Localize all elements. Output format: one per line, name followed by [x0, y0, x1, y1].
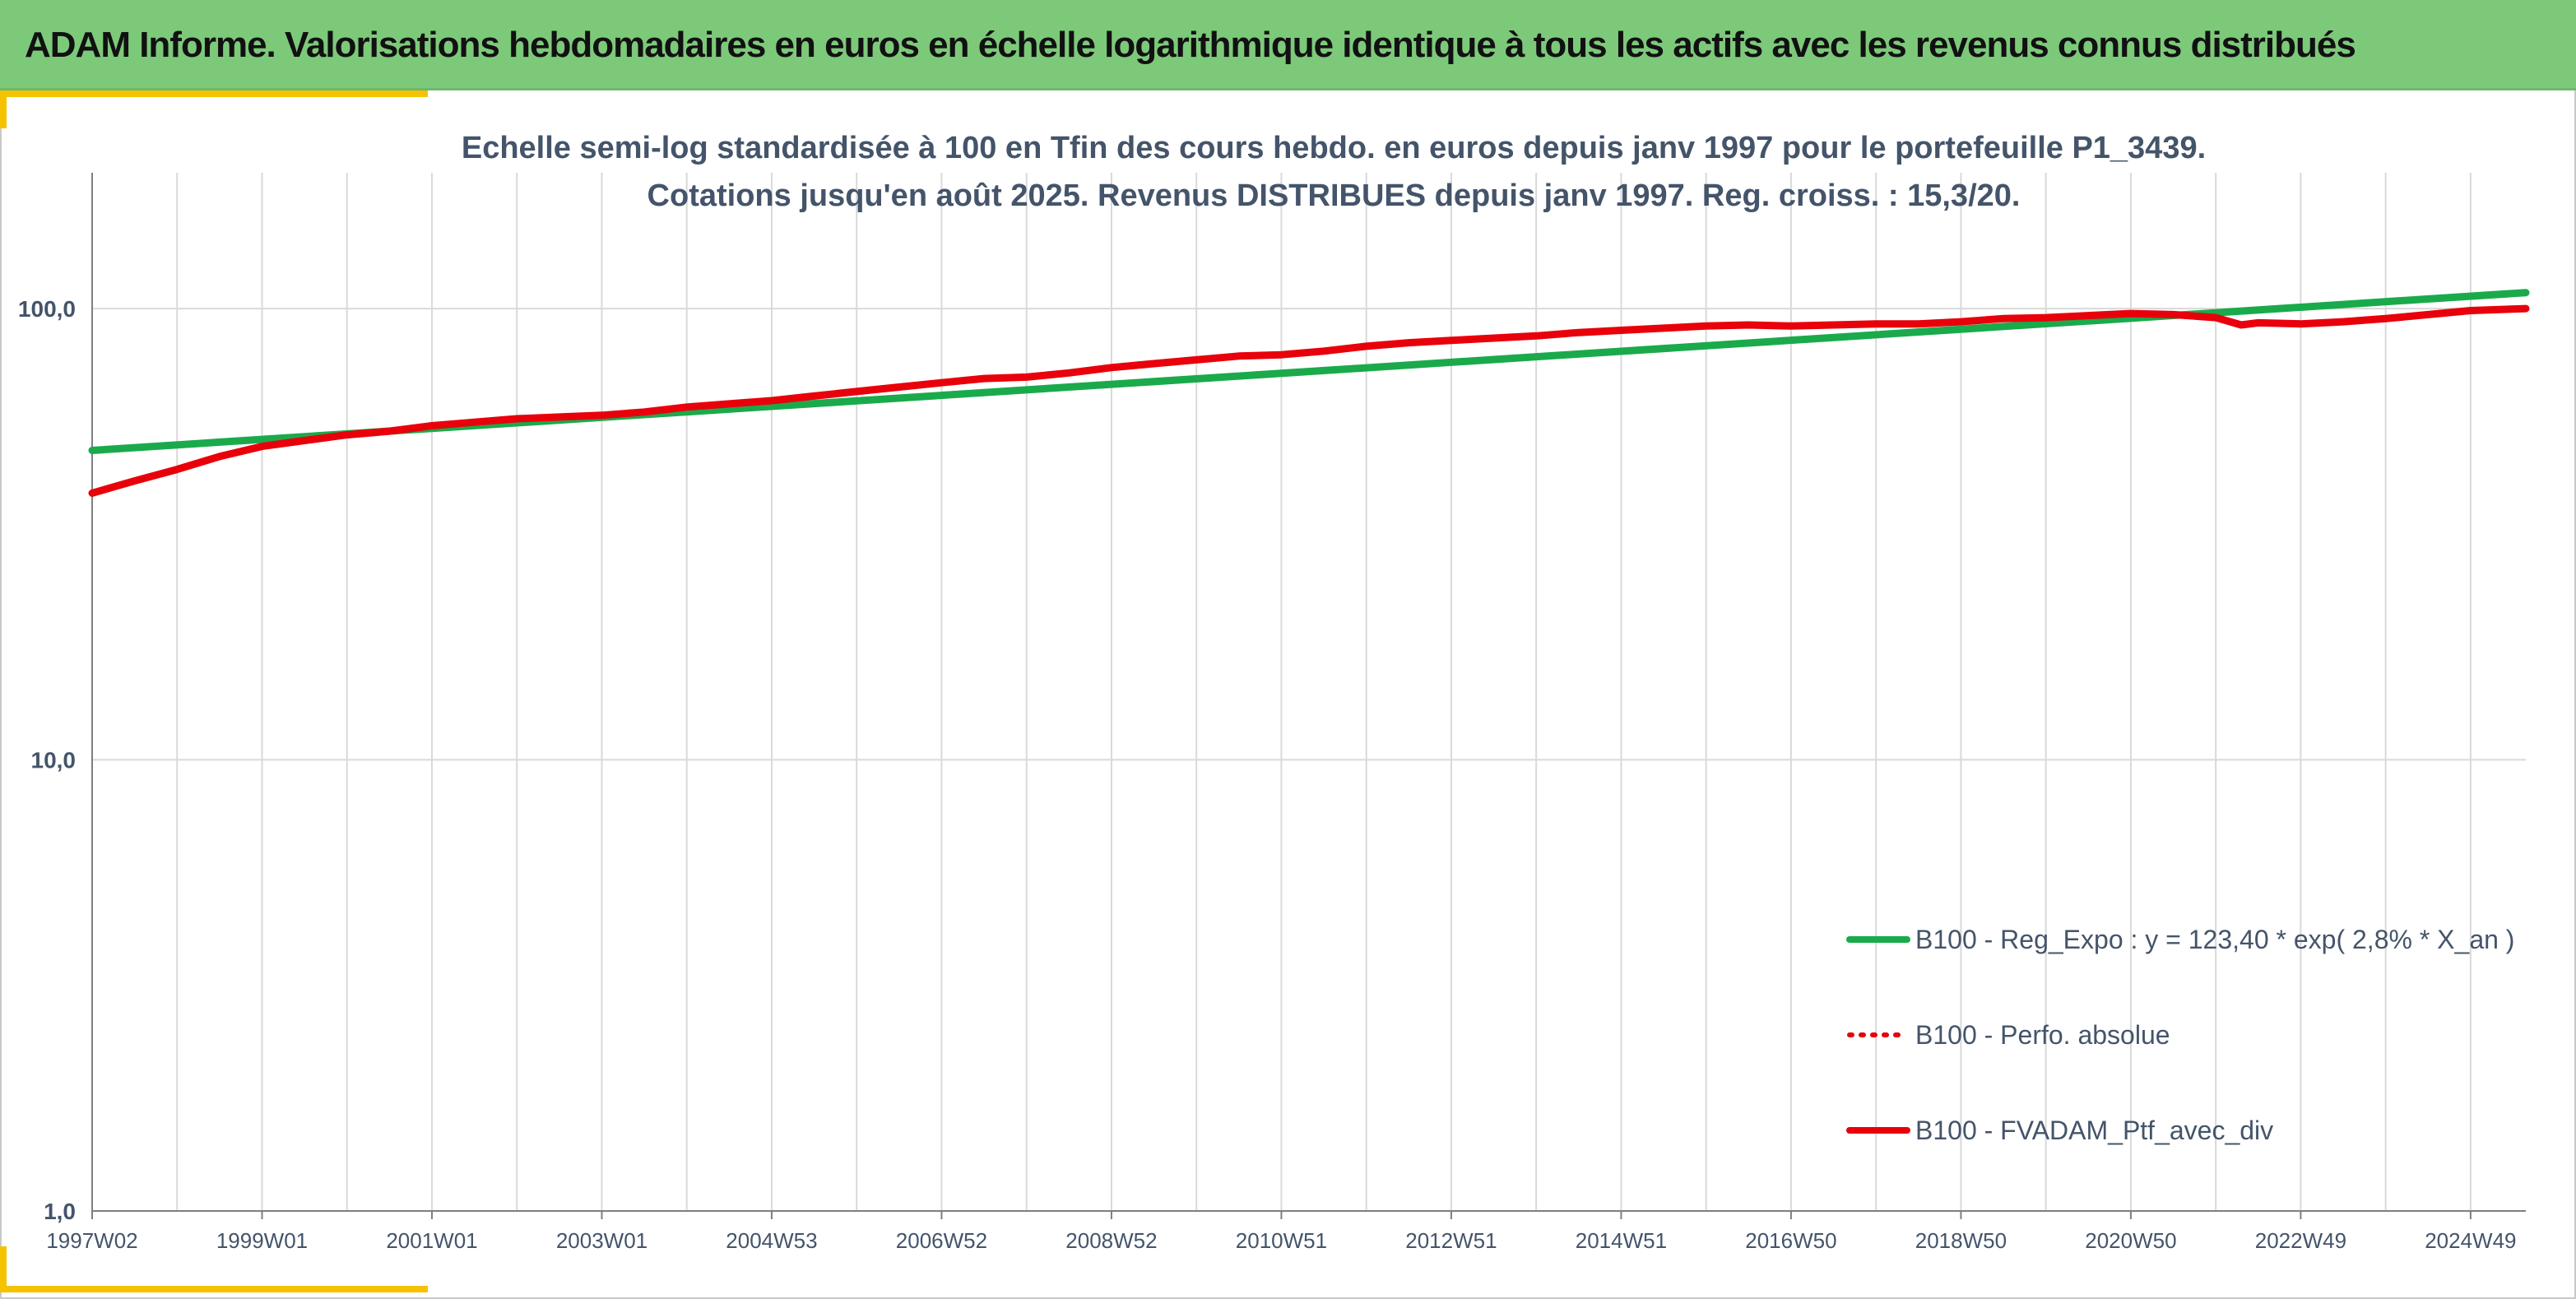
x-tick-label: 2020W50	[2085, 1228, 2176, 1253]
x-tick-label: 2022W49	[2255, 1228, 2346, 1253]
x-tick-label: 2018W50	[1915, 1228, 2007, 1253]
x-tick-label: 1997W02	[46, 1228, 137, 1253]
legend-label-0: B100 - Reg_Expo : y = 123,40 * exp( 2,8%…	[1915, 925, 2514, 954]
series-layer	[88, 289, 2530, 497]
corner-accent-top-left	[0, 90, 428, 97]
chart-title-line-2: Cotations jusqu'en août 2025. Revenus DI…	[647, 179, 2021, 213]
corner-accent-bottom-left	[0, 1286, 428, 1292]
x-tick-label: 2014W51	[1576, 1228, 1667, 1253]
x-tick-label: 2008W52	[1065, 1228, 1157, 1253]
legend-label-1: B100 - Perfo. absolue	[1915, 1020, 2170, 1050]
x-tick-label: 2010W51	[1236, 1228, 1327, 1253]
y-tick-label: 1,0	[44, 1199, 76, 1224]
x-tick-label: 1999W01	[216, 1228, 308, 1253]
legend-layer: B100 - Reg_Expo : y = 123,40 * exp( 2,8%…	[1846, 925, 2514, 1145]
series-line-2	[88, 304, 2530, 497]
x-tick-label: 2006W52	[896, 1228, 987, 1253]
x-tick-label: 2003W01	[556, 1228, 647, 1253]
corner-accent-bottom-left-vertical	[0, 1246, 7, 1292]
x-tick-label: 2004W53	[726, 1228, 817, 1253]
grid-layer	[91, 173, 2526, 1212]
axis-layer: 1,0 10,0 100,0 1997W02 1999W01 2001W01 2003W01…	[18, 173, 2526, 1253]
page-header: ADAM Informe. Valorisations hebdomadaire…	[0, 0, 2576, 90]
page-title: ADAM Informe. Valorisations hebdomadaire…	[25, 25, 2356, 65]
legend-label-2: B100 - FVADAM_Ptf_avec_div	[1915, 1116, 2273, 1145]
corner-accent-top-left-vertical	[0, 90, 7, 128]
x-tick-label: 2016W50	[1745, 1228, 1836, 1253]
chart-title-line-1: Echelle semi-log standardisée à 100 en T…	[462, 131, 2206, 165]
x-tick-label: 2012W51	[1405, 1228, 1497, 1253]
series-line-0	[88, 289, 2530, 454]
y-tick-label: 10,0	[31, 748, 77, 773]
chart-title-layer: Echelle semi-log standardisée à 100 en T…	[462, 131, 2206, 213]
x-tick-label: 2001W01	[386, 1228, 477, 1253]
x-tick-label: 2024W49	[2425, 1228, 2516, 1253]
y-tick-label: 100,0	[18, 296, 76, 322]
